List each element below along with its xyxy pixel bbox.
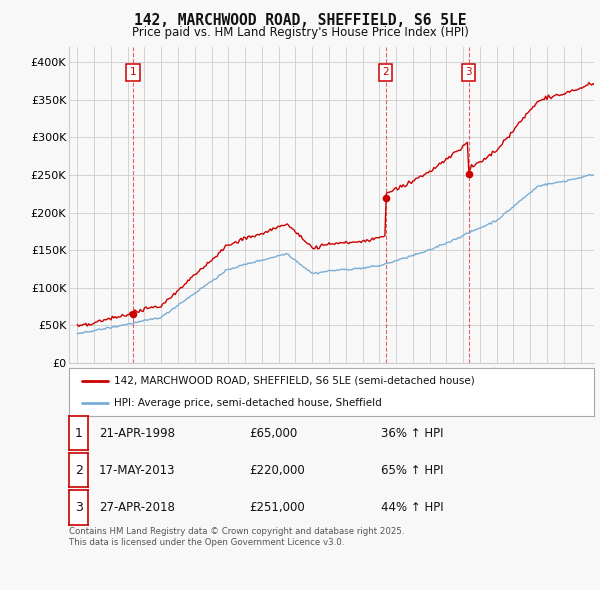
Text: 142, MARCHWOOD ROAD, SHEFFIELD, S6 5LE: 142, MARCHWOOD ROAD, SHEFFIELD, S6 5LE [134, 13, 466, 28]
Text: 21-APR-1998: 21-APR-1998 [99, 427, 175, 440]
Text: 1: 1 [130, 67, 136, 77]
Text: 36% ↑ HPI: 36% ↑ HPI [381, 427, 443, 440]
Text: £65,000: £65,000 [249, 427, 297, 440]
Text: 2: 2 [74, 464, 83, 477]
Text: 17-MAY-2013: 17-MAY-2013 [99, 464, 176, 477]
Text: 3: 3 [465, 67, 472, 77]
Text: 65% ↑ HPI: 65% ↑ HPI [381, 464, 443, 477]
Text: 27-APR-2018: 27-APR-2018 [99, 501, 175, 514]
Text: HPI: Average price, semi-detached house, Sheffield: HPI: Average price, semi-detached house,… [113, 398, 382, 408]
Text: 3: 3 [74, 501, 83, 514]
Text: 1: 1 [74, 427, 83, 440]
Text: Contains HM Land Registry data © Crown copyright and database right 2025.
This d: Contains HM Land Registry data © Crown c… [69, 527, 404, 547]
Text: 142, MARCHWOOD ROAD, SHEFFIELD, S6 5LE (semi-detached house): 142, MARCHWOOD ROAD, SHEFFIELD, S6 5LE (… [113, 376, 475, 386]
Text: 2: 2 [382, 67, 389, 77]
Text: £220,000: £220,000 [249, 464, 305, 477]
Text: Price paid vs. HM Land Registry's House Price Index (HPI): Price paid vs. HM Land Registry's House … [131, 26, 469, 39]
Text: £251,000: £251,000 [249, 501, 305, 514]
Text: 44% ↑ HPI: 44% ↑ HPI [381, 501, 443, 514]
